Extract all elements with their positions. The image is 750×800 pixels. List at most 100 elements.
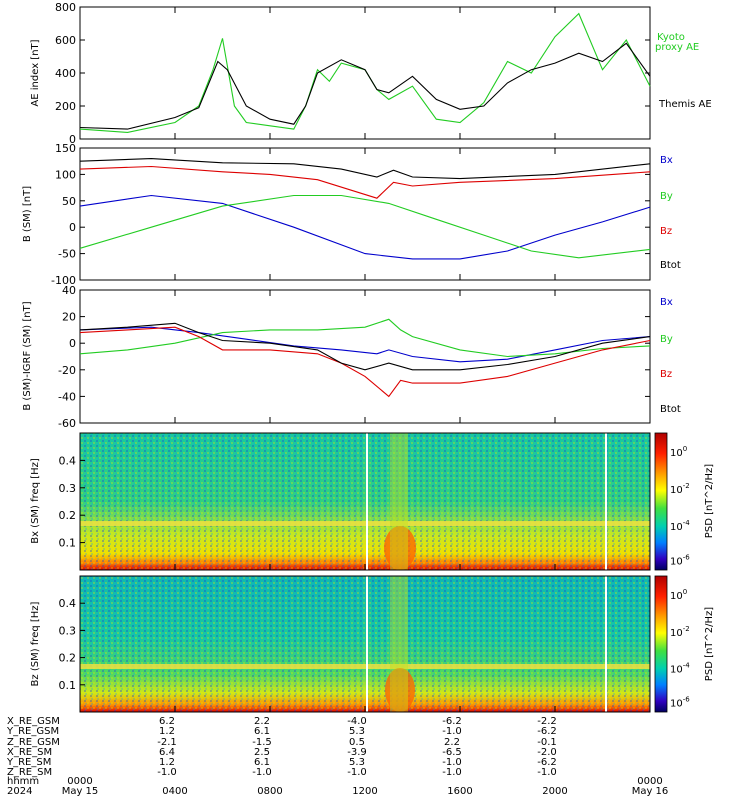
x-ticks [79, 7, 651, 139]
y-tick-label: 150 [55, 142, 76, 155]
time-tick-label: 2000 [542, 786, 567, 797]
series-lines [79, 12, 651, 133]
ephemeris-value: 6.1 [254, 757, 270, 768]
data-gap-line [366, 576, 368, 712]
legend-item-by: By [660, 334, 673, 345]
legend-item-bz: Bz [660, 226, 672, 237]
ephemeris-value: -4.0 [347, 716, 367, 727]
panel-frame [79, 289, 651, 424]
legend-item-themis-ae: Themis AE [658, 99, 712, 110]
y-axis-label: AE index [nT] [30, 39, 41, 106]
legend-item-bz: Bz [660, 369, 672, 380]
ephemeris-value: 2.2 [444, 737, 460, 748]
ephemeris-value: -0.1 [537, 737, 557, 748]
series-line-bx [79, 326, 651, 363]
ephemeris-value: -1.0 [252, 767, 272, 778]
y-tick-label: -20 [58, 364, 76, 377]
series-lines [79, 318, 651, 398]
y-axis-label: B (SM) [nT] [22, 186, 33, 242]
y-axis-label: B (SM)-IGRF (SM) [nT] [22, 301, 33, 410]
ephemeris-value: -2.2 [537, 716, 557, 727]
colorbar-label: PSD [nT^2/Hz] [704, 607, 715, 681]
y-tick-label: 0.4 [59, 454, 77, 467]
series-lines [79, 158, 651, 260]
data-gap-line [605, 576, 607, 712]
x-ticks [79, 148, 651, 280]
series-line-btot [79, 158, 651, 180]
ephemeris-value: -6.5 [442, 747, 462, 758]
ephemeris-row-label: X_RE_GSM [7, 716, 60, 727]
panel-b-sm: -100 -50 0 50 100 150 B (SM) [nT] [22, 142, 651, 287]
series-line-by [79, 194, 651, 259]
data-gap-line [366, 433, 368, 570]
y-tick-label: 0.2 [59, 652, 77, 665]
ephemeris-row-label: hhmm [7, 776, 39, 787]
wave-burst [385, 668, 415, 712]
y-tick-label: 0 [69, 133, 76, 146]
y-tick-label: 800 [55, 1, 76, 14]
ephemeris-value: 2.5 [254, 747, 270, 758]
burst-column [390, 433, 408, 570]
ephemeris-value: 5.3 [349, 726, 365, 737]
legend-ae: Kyoto proxy AE Themis AE [655, 32, 712, 110]
series-line-btot [79, 322, 651, 371]
ephemeris-value: 1.2 [159, 757, 175, 768]
y-tick-label: -50 [58, 248, 76, 261]
y-tick-label: 0.1 [59, 537, 77, 550]
y-axis: -100 -50 0 50 100 150 [51, 142, 650, 287]
ephemeris-value: 6.1 [254, 726, 270, 737]
y-axis-label: Bx (SM) freq [Hz] [30, 458, 41, 544]
y-tick-label: 0 [69, 337, 76, 350]
y-tick-label: -40 [58, 390, 76, 403]
ephemeris-row-label: Z_RE_GSM [7, 737, 60, 748]
time-tick-label: 0000 [637, 776, 662, 787]
ephemeris-value: 0.5 [349, 737, 365, 748]
y-tick-label: 0.2 [59, 509, 77, 522]
y-tick-label: 0.3 [59, 482, 77, 495]
panel-bz-spectrogram: 0.10.20.30.4 Bz (SM) freq [Hz] 10010-210… [30, 575, 715, 713]
colorbar-ticks: 100 10-2 10-4 10-6 [670, 445, 690, 567]
ephemeris-value: -1.0 [157, 767, 177, 778]
x-ticks [79, 290, 651, 423]
y-tick-label: 20 [62, 311, 76, 324]
time-tick-label: 1200 [352, 786, 377, 797]
time-tick-label: 0000 [67, 776, 92, 787]
ephemeris-value: -1.5 [252, 737, 272, 748]
y-tick-label: 50 [62, 195, 76, 208]
data-gap-line [605, 433, 607, 570]
series-line-bz [79, 165, 651, 199]
ephemeris-row-label: X_RE_SM [7, 747, 52, 758]
legend-b-minus-igrf: Bx By Bz Btot [660, 297, 681, 415]
y-tick-label: 0.4 [59, 597, 77, 610]
ephemeris-value: 5.3 [349, 757, 365, 768]
ephemeris-value: 1.2 [159, 726, 175, 737]
y-tick-label: 400 [55, 67, 76, 80]
ephemeris-value: -1.0 [442, 767, 462, 778]
ephemeris-value: 6.2 [159, 716, 175, 727]
y-axis: 0.1 0.2 0.3 0.4 [59, 454, 651, 570]
series-line-by [79, 318, 651, 358]
legend-item-by: By [660, 191, 673, 202]
ephemeris-row-label: Z_RE_SM [7, 767, 52, 778]
ephemeris-value: -2.0 [537, 747, 557, 758]
y-tick-label: 0.1 [59, 679, 77, 692]
ephemeris-table: X_RE_GSMY_RE_GSMZ_RE_GSMX_RE_SMY_RE_SMZ_… [6, 716, 668, 797]
series-line-bz [79, 326, 651, 398]
time-tick-label: 1600 [447, 786, 472, 797]
colorbar-tick-label: 10-6 [670, 695, 690, 709]
legend-item-bx: Bx [660, 155, 673, 166]
y-tick-label: 0.3 [59, 624, 77, 637]
colorbar [654, 575, 668, 713]
legend-item-proxy-ae: proxy AE [655, 42, 699, 53]
ephemeris-value: 6.4 [159, 747, 175, 758]
ephemeris-row-label: Y_RE_GSM [6, 726, 59, 737]
y-tick-label: 600 [55, 34, 76, 47]
colorbar-label: PSD [nT^2/Hz] [704, 464, 715, 538]
colorbar-tick-label: 10-2 [670, 482, 690, 496]
colorbar-tick-label: 100 [670, 588, 687, 602]
ephemeris-value: -1.0 [442, 726, 462, 737]
y-axis: 0.1 0.2 0.3 0.4 [59, 597, 651, 712]
y-axis-label: Bz (SM) freq [Hz] [30, 601, 41, 686]
ephemeris-value: -1.0 [347, 767, 367, 778]
start-date-label: May 15 [62, 786, 99, 797]
